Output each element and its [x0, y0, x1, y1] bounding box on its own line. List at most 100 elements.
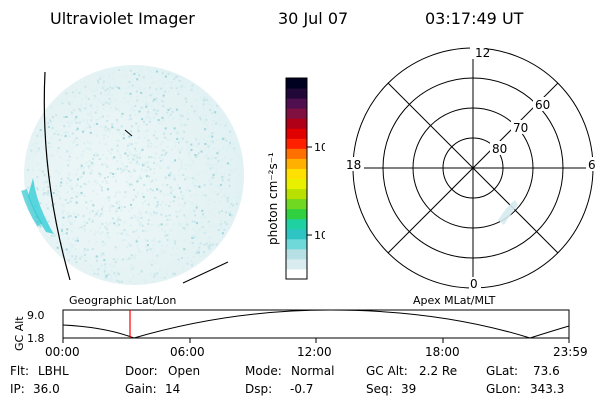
- speckle-pixel: [199, 242, 202, 245]
- speckle-pixel: [68, 103, 71, 106]
- speckle-pixel: [202, 121, 205, 124]
- speckle-pixel: [183, 131, 186, 134]
- speckle-pixel: [94, 96, 97, 98]
- speckle-pixel: [93, 123, 96, 126]
- speckle-pixel: [121, 112, 124, 115]
- speckle-pixel: [92, 204, 95, 207]
- speckle-pixel: [164, 234, 167, 237]
- speckle-pixel: [202, 216, 205, 219]
- speckle-pixel: [210, 247, 212, 250]
- speckle-pixel: [187, 112, 189, 115]
- speckle-pixel: [150, 213, 153, 216]
- speckle-pixel: [215, 170, 218, 173]
- speckle-pixel: [191, 202, 194, 205]
- speckle-pixel: [96, 134, 99, 137]
- speckle-pixel: [169, 107, 172, 110]
- speckle-pixel: [83, 166, 85, 169]
- speckle-pixel: [100, 253, 103, 256]
- speckle-pixel: [169, 132, 172, 135]
- speckle-pixel: [170, 218, 172, 221]
- status-gcalt-value: 2.2 Re: [419, 364, 458, 378]
- speckle-pixel: [201, 193, 204, 196]
- speckle-pixel: [30, 149, 33, 152]
- speckle-pixel: [73, 118, 76, 121]
- speckle-pixel: [76, 191, 79, 194]
- colorbar-cell: [286, 218, 307, 230]
- speckle-pixel: [153, 168, 156, 171]
- speckle-pixel: [145, 115, 148, 118]
- speckle-pixel: [88, 211, 91, 214]
- speckle-pixel: [100, 76, 103, 79]
- speckle-pixel: [68, 214, 71, 217]
- speckle-pixel: [182, 124, 185, 127]
- speckle-pixel: [191, 237, 194, 239]
- speckle-pixel: [82, 172, 85, 175]
- speckle-pixel: [206, 239, 209, 242]
- speckle-pixel: [187, 256, 190, 259]
- speckle-pixel: [92, 189, 95, 192]
- speckle-pixel: [62, 216, 65, 219]
- speckle-pixel: [118, 191, 121, 194]
- speckle-pixel: [67, 237, 70, 240]
- speckle-pixel: [108, 97, 111, 100]
- speckle-pixel: [234, 146, 237, 149]
- speckle-pixel: [65, 181, 68, 184]
- speckle-pixel: [88, 114, 91, 117]
- speckle-pixel: [107, 80, 110, 83]
- speckle-pixel: [208, 210, 211, 213]
- speckle-pixel: [215, 167, 218, 170]
- speckle-pixel: [192, 227, 195, 230]
- speckle-pixel: [198, 229, 201, 232]
- speckle-pixel: [108, 102, 111, 105]
- speckle-pixel: [75, 128, 78, 131]
- speckle-pixel: [157, 224, 160, 227]
- speckle-pixel: [79, 176, 82, 179]
- speckle-pixel: [53, 202, 56, 205]
- speckle-pixel: [123, 221, 126, 224]
- speckle-pixel: [164, 153, 167, 156]
- speckle-pixel: [108, 199, 111, 202]
- speckle-pixel: [75, 90, 78, 93]
- speckle-pixel: [191, 255, 194, 258]
- speckle-pixel: [176, 138, 179, 140]
- speckle-pixel: [195, 178, 198, 181]
- speckle-pixel: [46, 181, 49, 184]
- speckle-pixel: [225, 211, 227, 214]
- speckle-pixel: [35, 151, 38, 153]
- speckle-pixel: [80, 226, 83, 229]
- speckle-pixel: [80, 154, 83, 157]
- speckle-pixel: [118, 109, 121, 112]
- speckle-pixel: [87, 180, 90, 183]
- speckle-pixel: [150, 145, 153, 148]
- speckle-pixel: [85, 207, 88, 210]
- speckle-pixel: [229, 163, 232, 166]
- speckle-pixel: [221, 232, 224, 235]
- speckle-pixel: [51, 204, 53, 207]
- speckle-pixel: [153, 98, 156, 101]
- speckle-pixel: [55, 170, 58, 173]
- speckle-pixel: [166, 272, 169, 275]
- speckle-pixel: [150, 142, 152, 145]
- speckle-pixel: [115, 99, 117, 102]
- speckle-pixel: [69, 185, 72, 188]
- speckle-pixel: [205, 95, 208, 98]
- speckle-pixel: [192, 160, 195, 163]
- speckle-pixel: [181, 194, 184, 197]
- speckle-pixel: [113, 222, 116, 225]
- speckle-pixel: [191, 177, 194, 179]
- speckle-pixel: [135, 195, 138, 198]
- speckle-pixel: [170, 148, 173, 151]
- speckle-pixel: [100, 263, 103, 266]
- speckle-pixel: [118, 280, 121, 283]
- speckle-pixel: [80, 191, 83, 194]
- speckle-pixel: [83, 221, 86, 224]
- speckle-pixel: [128, 135, 131, 138]
- speckle-pixel: [134, 216, 137, 219]
- speckle-pixel: [161, 100, 164, 103]
- speckle-pixel: [38, 200, 40, 203]
- speckle-pixel: [213, 147, 216, 150]
- speckle-pixel: [159, 120, 162, 123]
- speckle-pixel: [101, 208, 103, 211]
- speckle-pixel: [57, 133, 60, 136]
- speckle-pixel: [116, 121, 119, 124]
